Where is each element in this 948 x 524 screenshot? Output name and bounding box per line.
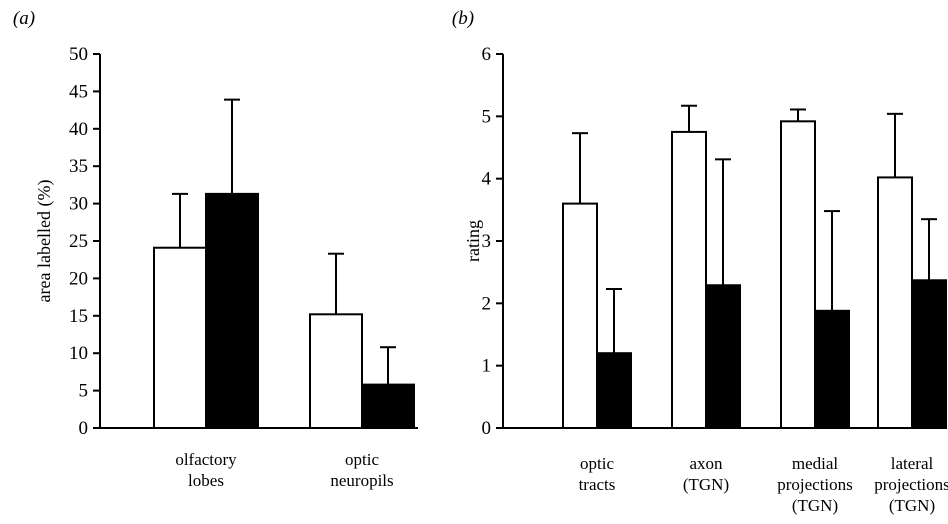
bar-filled <box>361 383 415 429</box>
panel-label: (a) <box>13 8 35 29</box>
y-tick-label: 6 <box>482 44 492 65</box>
y-tick-label: 5 <box>79 381 89 402</box>
panel-label: (b) <box>452 8 474 29</box>
y-tick-label: 40 <box>69 119 88 140</box>
y-tick-label: 35 <box>69 156 88 177</box>
y-tick-label: 0 <box>79 418 89 439</box>
bar-open <box>877 176 913 429</box>
y-tick-label: 15 <box>69 306 88 327</box>
y-tick-label: 2 <box>482 293 492 314</box>
bar-filled <box>596 352 632 430</box>
y-tick-label: 20 <box>69 268 88 289</box>
bar-open <box>671 130 707 430</box>
y-tick-label: 5 <box>482 106 492 127</box>
y-axis-title: rating <box>463 220 483 262</box>
y-tick-label: 30 <box>69 194 88 215</box>
y-tick-label: 50 <box>69 44 88 65</box>
y-tick-label: 45 <box>69 81 88 102</box>
panel-a: (a) area labelled (%) 0 5 10 15 20 25 30 35 40 45 50… <box>13 8 418 490</box>
bar-filled <box>911 279 947 429</box>
bar-open <box>153 246 207 429</box>
x-category-label: medial projections (TGN) <box>777 454 853 515</box>
x-category-label: optic neuropils <box>330 450 393 490</box>
bar-filled <box>814 309 850 429</box>
y-tick-label: 0 <box>482 418 492 439</box>
panel-b: (b) rating 0 1 2 3 4 5 6 optic tracts axon (TGN) medi… <box>452 8 948 515</box>
y-axis-title: area labelled (%) <box>34 180 55 303</box>
bar-filled <box>705 284 741 429</box>
y-tick-label: 1 <box>482 356 492 377</box>
y-tick-label: 25 <box>69 231 88 252</box>
bar-open <box>309 313 363 429</box>
x-category-label: lateral projections (TGN) <box>874 454 948 515</box>
y-tick-label: 10 <box>69 343 88 364</box>
y-tick-label: 3 <box>482 231 492 252</box>
bar-open <box>562 202 598 429</box>
x-category-label: olfactory lobes <box>175 450 237 490</box>
bar-filled <box>205 192 259 429</box>
x-category-label: optic tracts <box>579 454 616 494</box>
bar-open <box>780 120 816 429</box>
x-category-label: axon (TGN) <box>683 454 729 494</box>
y-tick-label: 4 <box>482 169 492 190</box>
